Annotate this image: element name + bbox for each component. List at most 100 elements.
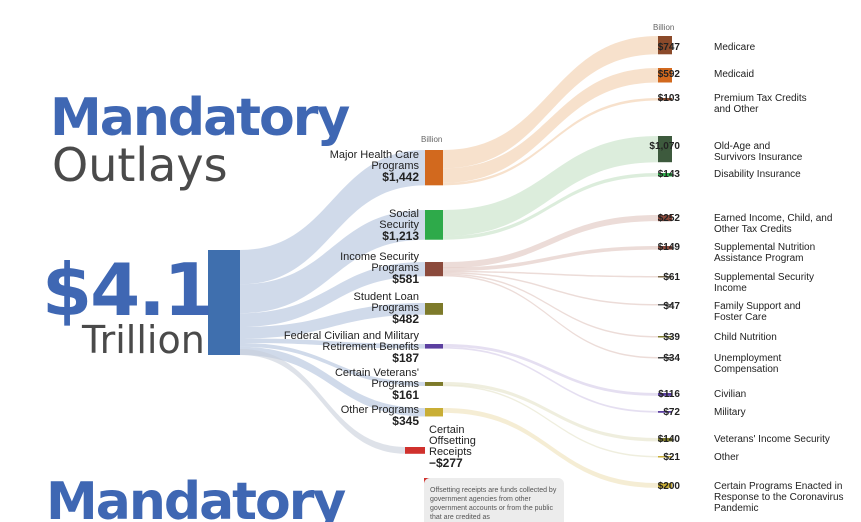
label-ssi: Supplemental Security Income — [714, 272, 815, 294]
total-unit: Trillion — [82, 318, 205, 362]
flow-root-student — [240, 303, 425, 339]
root-node-bar — [208, 250, 240, 355]
amt-ssi: $61 — [663, 272, 680, 283]
amt-eitc: $252 — [657, 213, 680, 224]
right-node-2 — [658, 98, 672, 101]
amt-military: $72 — [663, 407, 680, 418]
flow-health-1 — [443, 68, 658, 183]
mid-value-health: $1,442 — [382, 170, 419, 184]
mid-label-other: Other Programs $345 — [341, 405, 419, 428]
label-civilian: Civilian — [714, 389, 747, 400]
mid-value-veterans: $161 — [392, 388, 419, 402]
bottom-title: Mandatory — [46, 472, 346, 522]
mid-value-student: $482 — [392, 312, 419, 326]
offsetting-note: Offsetting receipts are funds collected … — [424, 478, 564, 522]
label-premium: Premium Tax Credits and Other — [714, 93, 807, 115]
label-vet-income: Veterans' Income Security — [714, 434, 830, 445]
mid-label-social: Social Security $1,213 — [369, 208, 419, 243]
note-text: Offsetting receipts are funds collected … — [430, 487, 557, 521]
right-node-5 — [658, 215, 672, 222]
right-node-8 — [658, 304, 672, 306]
right-node-4 — [658, 173, 672, 177]
flow-veterans-13 — [443, 382, 658, 442]
right-node-11 — [658, 393, 672, 396]
amt-snap: $149 — [657, 242, 680, 253]
mid-node-other — [425, 408, 443, 417]
mid-name-social: Social Security — [379, 208, 419, 231]
mid-label-veterans: Certain Veterans' Programs $161 — [324, 367, 419, 402]
mid-label-federal: Federal Civilian and Military Retirement… — [259, 330, 419, 365]
mid-label-health: Major Health Care Programs $1,442 — [329, 149, 419, 184]
right-node-3 — [658, 136, 672, 163]
flow-federal-11 — [443, 344, 658, 396]
mid-label-offset: Certain Offsetting Receipts −$277 — [429, 424, 489, 470]
mid-value-income: $581 — [392, 272, 419, 286]
mid-node-social — [425, 210, 443, 240]
label-unemployment: Unemployment Compensation — [714, 353, 782, 375]
label-family: Family Support and Foster Care — [714, 301, 801, 323]
amt-oasi: $1,070 — [649, 141, 680, 152]
right-node-0 — [658, 36, 672, 55]
right-node-15 — [658, 483, 672, 488]
mid-name-income: Income Security Programs — [340, 251, 419, 274]
flow-health-0 — [443, 36, 658, 169]
right-node-12 — [658, 411, 672, 413]
amt-unemployment: $34 — [663, 353, 680, 364]
flow-income-9 — [443, 273, 658, 338]
amt-medicare: $747 — [657, 42, 680, 53]
mid-unit-label: Billion — [421, 135, 443, 144]
flow-income-5 — [443, 215, 658, 269]
amt-child-nutrition: $39 — [663, 332, 680, 343]
mid-name-health: Major Health Care Programs — [329, 149, 419, 172]
flow-social-4 — [443, 173, 658, 240]
mid-node-student — [425, 303, 443, 315]
mid-name-offset: Certain Offsetting Receipts — [429, 424, 476, 458]
label-disability: Disability Insurance — [714, 169, 801, 180]
label-oasi: Old-Age and Survivors Insurance — [714, 141, 803, 163]
mid-node-veterans — [425, 382, 443, 386]
mid-name-veterans: Certain Veterans' Programs — [334, 367, 419, 390]
right-node-7 — [658, 276, 672, 278]
right-node-13 — [658, 438, 672, 442]
amt-disability: $143 — [657, 169, 680, 180]
amt-coronavirus: $200 — [657, 481, 680, 492]
flow-federal-12 — [443, 346, 658, 413]
amt-premium: $103 — [657, 93, 680, 104]
label-coronavirus: Certain Programs Enacted in Response to … — [714, 481, 844, 514]
mid-name-student: Student Loan Programs — [353, 291, 419, 314]
flow-income-10 — [443, 274, 658, 359]
label-military: Military — [714, 407, 746, 418]
mid-node-health — [425, 150, 443, 186]
flow-root-veterans — [240, 342, 425, 386]
label-medicaid: Medicaid — [714, 69, 755, 80]
right-node-6 — [658, 246, 672, 250]
flow-root-social — [240, 210, 425, 314]
flow-other-15 — [443, 408, 658, 488]
mid-value-other: $345 — [392, 414, 419, 428]
right-node-10 — [658, 357, 672, 359]
mid-value-offset: −$277 — [429, 456, 463, 470]
label-eitc: Earned Income, Child, and Other Tax Cred… — [714, 213, 833, 235]
flow-root-federal — [240, 338, 425, 349]
right-node-14 — [658, 456, 672, 458]
mid-node-federal — [425, 344, 443, 349]
mid-node-offset — [405, 447, 425, 454]
flow-root-health — [240, 150, 425, 285]
label-medicare: Medicare — [714, 42, 756, 53]
mid-label-student: Student Loan Programs $482 — [344, 291, 419, 326]
amt-vet-other: $21 — [663, 452, 680, 463]
mid-node-income — [425, 262, 443, 277]
label-snap: Supplemental Nutrition Assistance Progra… — [714, 242, 816, 264]
mid-name-federal: Federal Civilian and Military Retirement… — [283, 330, 419, 353]
mid-label-income: Income Security Programs $581 — [329, 251, 419, 286]
flow-veterans-14 — [443, 384, 658, 458]
mid-value-social: $1,213 — [382, 229, 419, 243]
title-outlays: Outlays — [52, 138, 228, 192]
right-node-1 — [658, 68, 672, 83]
right-node-9 — [658, 336, 672, 338]
amt-civilian: $116 — [658, 389, 680, 400]
total-amount: $4.1 — [42, 248, 214, 332]
amt-medicaid: $592 — [657, 69, 680, 80]
